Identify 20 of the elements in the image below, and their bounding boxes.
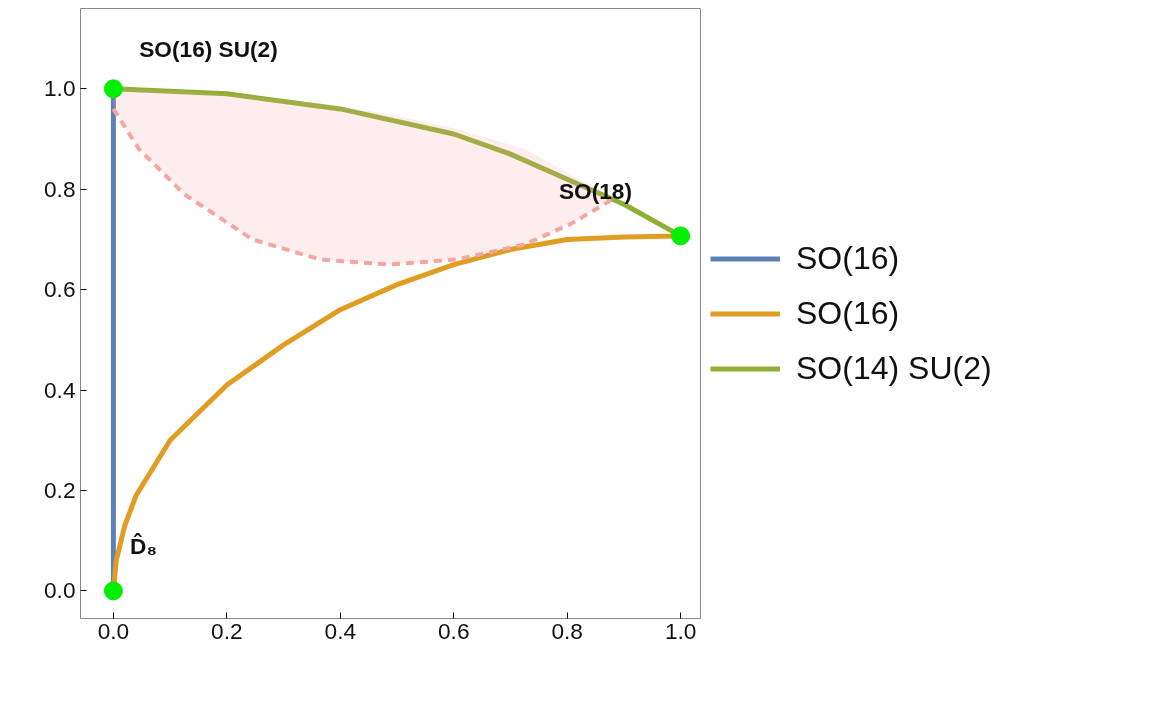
x-tick-label: 0.0 [97, 617, 130, 644]
y-tick-label: 0.8 [44, 175, 76, 202]
y-tick-label: 0.4 [44, 376, 76, 403]
y-tick-label: 0.6 [44, 276, 76, 303]
y-tick-label: 0.2 [44, 476, 76, 503]
x-tick-label: 0.4 [324, 617, 357, 644]
legend-label: SO(16) [796, 294, 900, 332]
x-tick-label: 0.6 [438, 617, 470, 644]
point [103, 79, 123, 99]
x-tick-label: 0.8 [551, 617, 583, 644]
point [103, 581, 123, 601]
point [671, 226, 691, 246]
legend-label: SO(14) SU(2) [796, 349, 992, 387]
y-tick-label: 0.0 [44, 577, 76, 604]
annotation: D̂₈ [130, 532, 157, 559]
x-tick-label: 1.0 [664, 617, 697, 644]
annotation: SO(16) SU(2) [139, 35, 278, 62]
legend-label: SO(16) [796, 239, 900, 277]
x-tick-label: 0.2 [211, 617, 243, 644]
y-tick-label: 1.0 [44, 75, 76, 102]
